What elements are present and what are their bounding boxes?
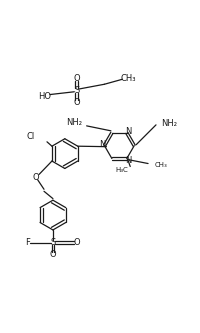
Text: N: N (125, 156, 131, 165)
Text: H₃C: H₃C (115, 167, 128, 173)
Text: CH₃: CH₃ (154, 162, 167, 168)
Text: O: O (73, 98, 80, 107)
Text: O: O (33, 173, 39, 182)
Text: NH₂: NH₂ (65, 119, 81, 128)
Text: NH₂: NH₂ (160, 120, 176, 129)
Text: O: O (73, 74, 80, 83)
Text: S: S (50, 238, 55, 247)
Text: O: O (49, 250, 56, 259)
Text: CH₃: CH₃ (120, 74, 135, 83)
Text: N: N (99, 140, 105, 149)
Text: N: N (125, 127, 131, 136)
Text: HO: HO (38, 92, 51, 101)
Text: S: S (74, 86, 79, 95)
Text: O: O (73, 238, 80, 247)
Text: Cl: Cl (27, 132, 35, 141)
Text: F: F (25, 238, 29, 247)
